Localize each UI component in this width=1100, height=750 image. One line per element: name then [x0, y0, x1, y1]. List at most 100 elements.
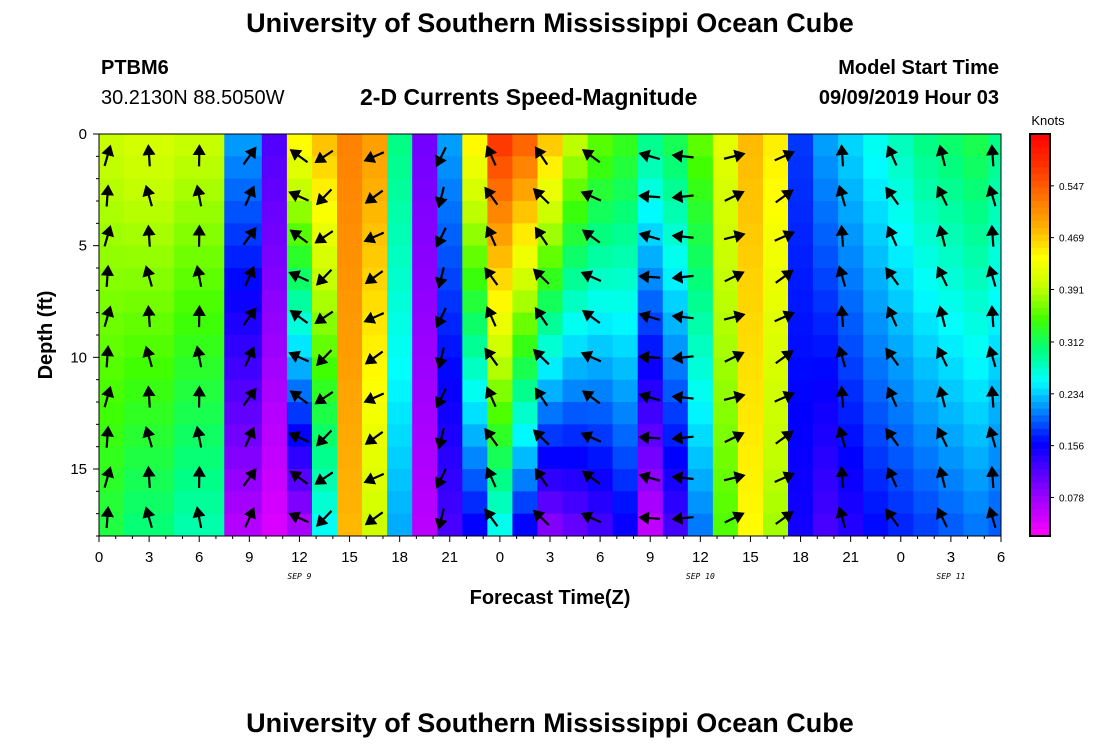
heatmap-cell: [737, 424, 764, 448]
current-arrow: [434, 266, 448, 289]
current-arrow: [671, 390, 694, 404]
current-arrow: [434, 388, 447, 409]
heatmap-cell: [99, 424, 125, 448]
current-arrow: [484, 267, 499, 286]
heatmap-cell: [337, 268, 363, 291]
current-arrow: [534, 467, 549, 487]
heatmap-cell: [988, 469, 1001, 492]
current-arrow: [314, 391, 334, 405]
current-arrow: [936, 185, 948, 207]
heatmap-cell: [261, 491, 288, 515]
heatmap-cell: [512, 134, 539, 157]
heatmap-cell: [224, 424, 263, 448]
heatmap-cell: [512, 402, 539, 425]
heatmap-cell: [963, 379, 990, 403]
heatmap-cell: [587, 156, 614, 180]
current-arrow: [363, 231, 385, 244]
heatmap-cell: [487, 245, 514, 269]
heatmap-cell: [562, 513, 589, 536]
current-arrow: [142, 385, 156, 408]
heatmap-cell: [788, 335, 814, 358]
current-arrow: [364, 270, 384, 285]
heatmap-cell: [587, 446, 614, 470]
heatmap-cell: [687, 335, 714, 358]
heatmap-cell: [286, 223, 313, 247]
heatmap-cell: [612, 245, 639, 269]
heatmap-cell: [813, 178, 839, 202]
heatmap-cell: [712, 245, 739, 269]
colorbar-swatch: [1030, 475, 1050, 483]
heatmap-cell: [224, 134, 263, 157]
heatmap-cell: [412, 178, 438, 202]
current-arrow: [316, 349, 333, 367]
heatmap-cell: [788, 402, 814, 425]
heatmap-cell: [337, 424, 363, 448]
current-arrow: [434, 227, 447, 248]
heatmap-cell: [286, 379, 313, 403]
current-arrow: [314, 230, 334, 244]
colorbar-swatch: [1030, 341, 1050, 349]
heatmap-cell: [712, 268, 739, 291]
heatmap-cell: [387, 245, 413, 269]
current-arrow: [288, 270, 310, 283]
heatmap-cell: [261, 134, 288, 157]
heatmap-cell: [261, 469, 288, 492]
heatmap-cell: [286, 134, 313, 157]
heatmap-cell: [337, 178, 363, 202]
heatmap-cell: [762, 268, 789, 291]
heatmap-cell: [537, 290, 564, 314]
heatmap-cell: [286, 156, 313, 180]
x-date-label: SEP 11: [936, 572, 965, 581]
heatmap-cell: [612, 223, 639, 247]
current-arrow: [723, 149, 746, 163]
current-arrow: [100, 425, 115, 448]
chart-subtitle: 2-D Currents Speed-Magnitude: [360, 84, 698, 110]
current-arrow: [484, 186, 499, 206]
heatmap-cell: [387, 134, 413, 157]
heatmap-cell: [662, 402, 689, 425]
current-arrow: [100, 505, 115, 529]
heatmap-cell: [512, 290, 539, 314]
heatmap-cell: [124, 446, 175, 470]
current-arrow: [101, 144, 115, 167]
current-arrow: [316, 268, 333, 286]
heatmap-cell: [788, 424, 814, 448]
heatmap-cell: [737, 245, 764, 269]
heatmap-cell: [337, 402, 363, 425]
colorbar-swatch: [1030, 294, 1050, 303]
heatmap-cell: [737, 379, 764, 403]
heatmap-cell: [286, 491, 313, 515]
heatmap-cell: [512, 223, 539, 247]
heatmap-cell: [813, 357, 839, 381]
heatmap-cell: [261, 312, 288, 336]
heatmap-cell: [988, 335, 1001, 358]
colorbar-swatch: [1030, 247, 1050, 256]
colorbar-swatch: [1030, 194, 1050, 202]
heatmap-cell: [612, 491, 639, 515]
heatmap-cell: [337, 491, 363, 515]
current-arrow: [534, 387, 549, 407]
heatmap-cell: [813, 245, 839, 269]
heatmap-cell: [311, 424, 338, 448]
heatmap-cell: [963, 491, 990, 515]
heatmap-cell: [311, 379, 338, 403]
heatmap-cell: [462, 469, 488, 492]
station-coordinates: 30.2130N 88.5050W: [101, 87, 285, 109]
heatmap-cell: [311, 402, 338, 425]
heatmap-cell: [612, 178, 639, 202]
current-arrow: [723, 471, 746, 485]
current-arrow: [192, 264, 206, 287]
heatmap-cell: [99, 379, 125, 403]
heatmap-cell: [587, 201, 614, 224]
heatmap-cell: [788, 312, 814, 336]
heatmap-cell: [412, 469, 438, 492]
y-axis: 0 5 10 15: [70, 126, 99, 537]
heatmap-cell: [311, 156, 338, 180]
heatmap-cell: [838, 201, 864, 224]
heatmap-cell: [587, 491, 614, 515]
current-arrow: [434, 427, 448, 450]
current-arrow: [580, 270, 602, 283]
heatmap-cell: [788, 379, 814, 403]
heatmap-cell: [174, 245, 225, 269]
heatmap-cell: [687, 312, 714, 336]
